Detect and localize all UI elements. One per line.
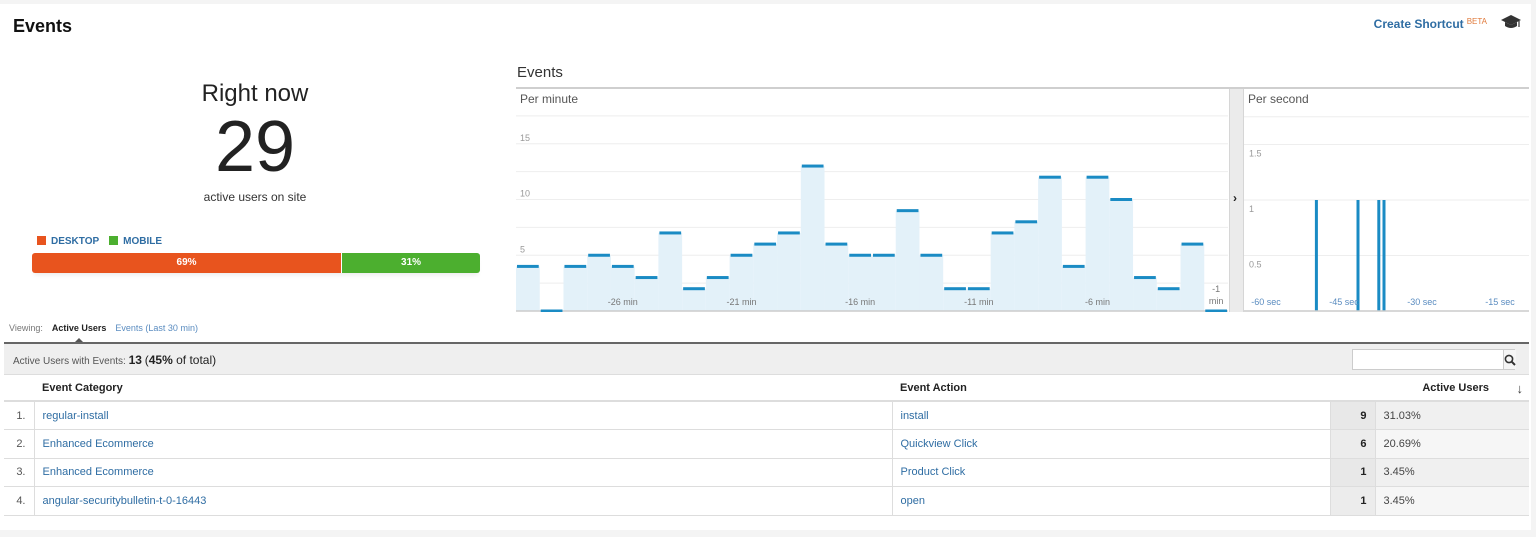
svg-text:-6 min: -6 min — [1085, 297, 1110, 307]
per-minute-label: Per minute — [520, 92, 579, 106]
svg-text:-16 min: -16 min — [845, 297, 875, 307]
svg-text:1: 1 — [1249, 204, 1254, 214]
mobile-swatch — [109, 236, 119, 245]
per-second-label: Per second — [1248, 92, 1309, 106]
table-row: 1. regular-install install 9 31.03% — [4, 401, 1529, 430]
create-shortcut-link[interactable]: Create Shortcut BETA — [1374, 17, 1487, 31]
right-now-label: Right now — [201, 80, 309, 107]
active-users-value: 9 — [1329, 401, 1376, 430]
row-index: 4. — [4, 486, 35, 516]
active-users-header[interactable]: Active Users ↓ — [1330, 375, 1529, 402]
summary-count: 13 — [128, 353, 142, 367]
per-second-chart-svg: 0.5 1 1.5 -60 sec -45 sec -30 sec -15 sec — [1244, 116, 1529, 312]
svg-text:-45 sec: -45 sec — [1329, 297, 1359, 307]
summary-label: Active Users with Events: — [13, 356, 126, 367]
page-footer-strip — [0, 530, 1536, 537]
summary-text: Active Users with Events: 13 (45% of tot… — [13, 353, 217, 367]
events-table: Event Category Event Action Active Users… — [4, 375, 1529, 516]
events-realtime-page: Events Create Shortcut BETA Right now 29 … — [0, 4, 1531, 530]
table-row: 3. Enhanced Ecommerce Product Click 1 3.45% — [4, 458, 1529, 487]
legend-mobile: MOBILE — [109, 236, 162, 247]
active-users-percent: 3.45% — [1375, 458, 1529, 487]
tab-events-last-30-min[interactable]: Events (Last 30 min) — [115, 323, 198, 333]
per-minute-chart-svg: 5 10 15 -26 min -21 min -16 min -11 min -6 min -… — [516, 115, 1228, 313]
right-now-panel: Right now 29 active users on site — [140, 80, 370, 204]
summary-percent-suffix: of total — [176, 353, 213, 367]
row-index: 2. — [4, 429, 35, 459]
search-input[interactable] — [1353, 350, 1503, 369]
active-users-subtitle: active users on site — [203, 190, 307, 204]
active-users-percent: 20.69% — [1375, 429, 1529, 459]
mobile-segment: 31% — [341, 253, 480, 273]
search-button[interactable] — [1503, 350, 1516, 369]
svg-text:15: 15 — [520, 133, 530, 143]
active-users-header-label: Active Users — [1422, 381, 1489, 394]
active-users-value: 1 — [1329, 486, 1376, 516]
index-header — [4, 375, 34, 402]
event-action-link[interactable]: Quickview Click — [892, 429, 1330, 459]
event-category-link[interactable]: regular-install — [34, 401, 893, 430]
event-category-link[interactable]: Enhanced Ecommerce — [34, 429, 893, 459]
event-category-link[interactable]: Enhanced Ecommerce — [34, 458, 893, 487]
expand-chart-toggle[interactable]: › — [1229, 89, 1244, 312]
svg-text:10: 10 — [520, 189, 530, 199]
svg-text:-1: -1 — [1212, 284, 1220, 294]
desktop-segment: 69% — [32, 253, 342, 273]
svg-text:-15 sec: -15 sec — [1485, 297, 1515, 307]
active-users-count: 29 — [214, 107, 296, 187]
svg-text:-11 min: -11 min — [964, 297, 993, 307]
svg-text:-26 min: -26 min — [608, 297, 638, 307]
table-row: 4. angular-securitybulletin-t-0-16443 open… — [4, 486, 1529, 516]
desktop-swatch — [37, 236, 46, 245]
graduation-cap-icon[interactable] — [1501, 14, 1521, 30]
svg-text:0.5: 0.5 — [1249, 260, 1262, 270]
chart-divider — [516, 87, 1529, 89]
chevron-right-icon: › — [1233, 191, 1237, 205]
svg-text:-60 sec: -60 sec — [1251, 297, 1281, 307]
event-action-link[interactable]: install — [892, 401, 1330, 430]
event-action-header[interactable]: Event Action — [892, 375, 1330, 402]
sort-descending-icon[interactable]: ↓ — [1516, 381, 1524, 396]
chart-title: Events — [517, 64, 563, 81]
row-index: 1. — [4, 401, 35, 430]
beta-badge: BETA — [1466, 17, 1487, 26]
svg-text:-30 sec: -30 sec — [1407, 297, 1437, 307]
active-users-value: 1 — [1329, 458, 1376, 487]
tab-active-users[interactable]: Active Users — [51, 323, 107, 343]
device-legend: DESKTOP MOBILE — [37, 236, 162, 247]
svg-text:-21 min: -21 min — [726, 297, 756, 307]
svg-text:1.5: 1.5 — [1249, 149, 1262, 159]
event-action-link[interactable]: Product Click — [892, 458, 1330, 487]
svg-text:min: min — [1209, 296, 1224, 306]
summary-percent: 45% — [148, 353, 173, 367]
event-category-header[interactable]: Event Category — [34, 375, 892, 402]
event-action-link[interactable]: open — [892, 486, 1330, 516]
legend-mobile-label: MOBILE — [123, 236, 163, 247]
active-users-percent: 31.03% — [1375, 401, 1529, 430]
per-second-chart: 0.5 1 1.5 -60 sec -45 sec -30 sec -15 sec Per … — [1244, 89, 1529, 312]
per-minute-chart: 5 10 15 -26 min -21 min -16 min -11 min -6 min -… — [516, 89, 1228, 313]
active-users-percent: 3.45% — [1375, 486, 1529, 516]
table-search — [1352, 349, 1516, 370]
search-icon — [1504, 354, 1516, 366]
row-index: 3. — [4, 458, 35, 487]
legend-desktop-label: DESKTOP — [51, 236, 100, 247]
create-shortcut-label: Create Shortcut — [1373, 17, 1464, 31]
event-category-link[interactable]: angular-securitybulletin-t-0-16443 — [34, 486, 893, 516]
table-row: 2. Enhanced Ecommerce Quickview Click 6 20.6… — [4, 429, 1529, 459]
active-users-value: 6 — [1329, 429, 1376, 459]
table-header-row: Event Category Event Action Active Users… — [4, 375, 1529, 402]
svg-text:5: 5 — [520, 244, 525, 254]
summary-bar: Active Users with Events: 13 (45% of tot… — [4, 342, 1529, 375]
device-split-bar: 69% 31% — [32, 253, 480, 273]
legend-desktop: DESKTOP — [37, 236, 99, 247]
viewing-label: Viewing: — [9, 323, 43, 333]
page-title: Events — [13, 16, 73, 36]
viewing-tabs: Viewing: Active Users Events (Last 30 mi… — [9, 323, 198, 343]
